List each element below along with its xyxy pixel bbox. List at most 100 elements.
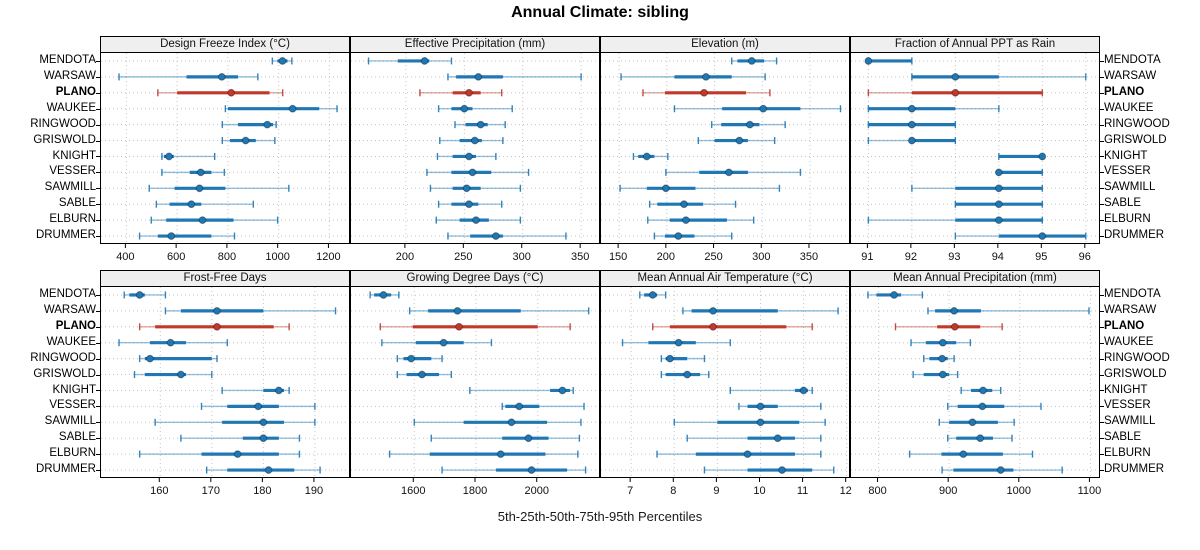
panel-plot: [600, 287, 850, 478]
whisker-plano: [419, 88, 503, 97]
tick-label: 92: [905, 251, 917, 263]
row-tick: [1100, 76, 1104, 78]
row-tick: [96, 406, 100, 408]
panel-growing-degree-days-c: Growing Degree Days (°C): [350, 270, 600, 478]
row-tick: [1100, 140, 1104, 142]
whisker-elburn: [388, 450, 579, 459]
row-label-right-sawmill: SAWMILL: [1104, 181, 1156, 194]
whisker-sawmill: [911, 184, 1044, 193]
row-tick: [1100, 188, 1104, 190]
whisker-drummer: [447, 232, 567, 240]
whisker-warsaw: [620, 72, 766, 81]
whisker-vesser: [426, 168, 530, 177]
tick-label: 250: [454, 251, 472, 263]
whisker-ringwood: [710, 120, 786, 129]
tick-label: 170: [202, 485, 220, 497]
whisker-waukee: [381, 338, 493, 347]
whisker-knight: [221, 386, 290, 395]
panel-fraction-of-annual-ppt-as-rain: Fraction of Annual PPT as Rain: [850, 36, 1100, 244]
row-label-left-ringwood: RINGWOOD: [30, 117, 96, 130]
row-label-right-knight: KNIGHT: [1104, 149, 1148, 162]
tick-label: 8: [670, 485, 676, 497]
row-label-left-drummer: DRUMMER: [35, 229, 96, 242]
row-label-right-warsaw: WARSAW: [1104, 69, 1157, 82]
whisker-drummer: [703, 466, 835, 474]
tick-label: 180: [253, 485, 271, 497]
whisker-sable: [180, 434, 301, 443]
row-tick: [1100, 374, 1104, 376]
whisker-sawmill: [154, 418, 316, 427]
panel-mean-annual-precipitation-mm: Mean Annual Precipitation (mm): [850, 270, 1100, 478]
whisker-warsaw: [164, 306, 337, 315]
row-label-right-sable: SABLE: [1104, 197, 1142, 210]
row-label-left-waukee: WAUKEE: [46, 101, 96, 114]
whisker-knight: [960, 386, 1002, 395]
tick-label: 350: [800, 251, 818, 263]
tick-label: 350: [571, 251, 589, 263]
tick-label: 300: [752, 251, 770, 263]
whisker-griswold: [912, 370, 959, 379]
row-label-left-plano: PLANO: [55, 319, 96, 332]
row-tick: [1100, 390, 1104, 392]
tick-label: 250: [704, 251, 722, 263]
row-tick: [1100, 326, 1104, 328]
whisker-knight: [998, 152, 1047, 161]
whisker-mendota: [864, 57, 913, 65]
tick-label: 1000: [265, 251, 289, 263]
row-label-right-waukee: WAUKEE: [1104, 101, 1154, 114]
whisker-vesser: [501, 402, 585, 411]
whisker-drummer: [954, 232, 1087, 240]
whisker-elburn: [150, 216, 279, 225]
panel-mean-annual-air-temperature-c: Mean Annual Air Temperature (°C): [600, 270, 850, 478]
x-axis: 91 92 93 94 95 96: [861, 244, 1091, 263]
whisker-waukee: [224, 104, 338, 113]
row-label-left-griswold: GRISWOLD: [33, 133, 96, 146]
x-axis: 400 600 800 1000 1200: [116, 244, 341, 263]
whisker-ringwood: [660, 354, 706, 363]
row-label-left-elburn: ELBURN: [49, 213, 96, 226]
tick-label: 96: [1079, 251, 1091, 263]
row-tick: [1100, 204, 1104, 206]
tick-label: 1100: [1078, 485, 1102, 497]
panel-plot: [350, 53, 600, 244]
whisker-mendota: [369, 291, 400, 299]
tick-label: 11: [797, 485, 808, 497]
whisker-warsaw: [911, 72, 1087, 81]
row-label-left-plano: PLANO: [55, 85, 96, 98]
panel-plot: [850, 53, 1100, 244]
whisker-vesser: [200, 402, 316, 411]
row-tick: [96, 438, 100, 440]
row-tick: [96, 156, 100, 158]
tick-label: 1000: [1007, 485, 1031, 497]
whisker-sable: [648, 200, 737, 209]
whisker-mendota: [271, 57, 293, 65]
tick-label: 91: [861, 251, 873, 263]
whisker-warsaw: [682, 306, 839, 315]
whisker-ringwood: [454, 120, 506, 129]
row-tick: [96, 204, 100, 206]
row-label-right-griswold: GRISWOLD: [1104, 367, 1167, 380]
whisker-mendota: [731, 57, 778, 65]
panel-plot: [100, 53, 350, 244]
whisker-elburn: [647, 216, 755, 225]
tick-label: 1800: [463, 485, 487, 497]
panel-header: Mean Annual Precipitation (mm): [850, 270, 1100, 287]
whisker-vesser: [994, 168, 1044, 177]
percentiles-caption: 5th-25th-50th-75th-95th Percentiles: [497, 509, 703, 524]
row-label-left-griswold: GRISWOLD: [33, 367, 96, 380]
row-tick: [1100, 470, 1104, 472]
panel-plot: [600, 53, 850, 244]
whisker-warsaw: [927, 306, 1090, 315]
whisker-sable: [686, 434, 822, 443]
whisker-ringwood: [867, 120, 957, 129]
whisker-warsaw: [118, 72, 259, 81]
row-label-right-knight: KNIGHT: [1104, 383, 1148, 396]
row-label-right-elburn: ELBURN: [1104, 447, 1151, 460]
row-tick: [1100, 220, 1104, 222]
row-tick: [96, 374, 100, 376]
panel-header: Growing Degree Days (°C): [350, 270, 600, 287]
row-tick: [1100, 294, 1104, 296]
whisker-mendota: [867, 291, 924, 299]
x-axis: 7 8 9 10 11 12: [627, 478, 852, 497]
